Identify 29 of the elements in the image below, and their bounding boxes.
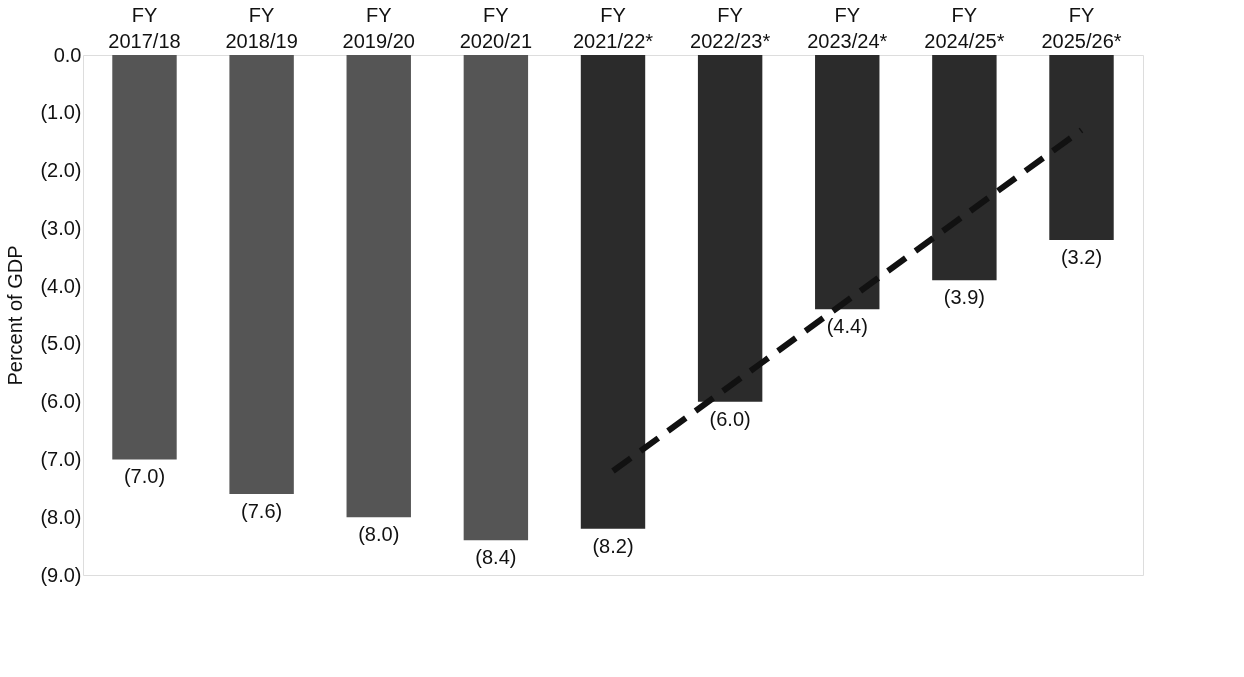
data-label: (6.0): [709, 407, 751, 430]
y-tick-label: (1.0): [40, 101, 82, 124]
y-tick-label: (8.0): [40, 505, 82, 528]
data-label: (4.4): [826, 315, 868, 338]
y-tick-label: (9.0): [40, 563, 82, 586]
data-label: (7.0): [123, 465, 166, 488]
data-label: (8.0): [358, 523, 400, 546]
x-tick-label: FY 2021/22*: [572, 3, 654, 52]
y-tick-label: (5.0): [40, 332, 82, 355]
data-label: (7.6): [241, 500, 283, 523]
x-tick-label: FY 2017/18: [108, 3, 181, 52]
y-tick-label: (7.0): [40, 447, 82, 470]
x-tick-label: FY 2019/20: [342, 3, 415, 52]
data-label: (8.2): [592, 534, 634, 557]
data-label: (8.4): [475, 546, 517, 569]
y-tick-label: (4.0): [40, 274, 82, 297]
x-tick-label: FY 2020/21: [459, 3, 533, 52]
y-axis-title: Percent of GDP: [4, 245, 27, 386]
x-tick-label: FY 2018/19: [225, 3, 298, 52]
y-tick-label: (6.0): [40, 390, 82, 413]
data-label: (3.2): [1060, 245, 1103, 268]
x-tick-label: FY 2025/26*: [1041, 3, 1122, 52]
y-tick-label: 0.0: [53, 43, 82, 66]
x-tick-label: FY 2024/25*: [924, 3, 1005, 52]
y-tick-label: (2.0): [40, 159, 82, 182]
x-tick-label: FY 2022/23*: [690, 3, 771, 52]
x-tick-label: FY 2023/24*: [807, 3, 888, 52]
data-label: (3.9): [943, 286, 985, 309]
y-tick-label: (3.0): [40, 216, 82, 239]
